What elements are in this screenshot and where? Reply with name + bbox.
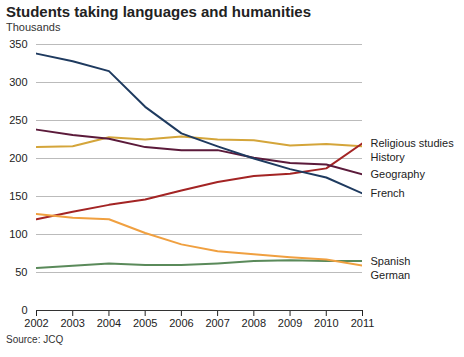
svg-text:History: History (371, 151, 406, 163)
svg-text:Spanish: Spanish (371, 255, 411, 267)
svg-text:150: 150 (9, 190, 27, 202)
svg-text:2011: 2011 (351, 317, 375, 329)
svg-text:2009: 2009 (278, 317, 302, 329)
svg-text:350: 350 (9, 38, 27, 50)
svg-text:2005: 2005 (133, 317, 157, 329)
svg-text:200: 200 (9, 152, 27, 164)
html-text:Thousands: Thousands (6, 21, 61, 33)
svg-text:100: 100 (9, 228, 27, 240)
svg-text:2006: 2006 (169, 317, 193, 329)
svg-text:300: 300 (9, 76, 27, 88)
svg-text:50: 50 (15, 266, 27, 278)
svg-text:French: French (371, 187, 405, 199)
svg-text:2010: 2010 (314, 317, 338, 329)
svg-text:Religious studies: Religious studies (371, 137, 455, 149)
svg-text:Geography: Geography (371, 168, 426, 180)
html-text:Source: JCQ: Source: JCQ (6, 334, 64, 345)
svg-text:2004: 2004 (97, 317, 121, 329)
svg-text:2002: 2002 (24, 317, 48, 329)
html-text:Students taking languages and: Students taking languages and humanities (6, 3, 311, 20)
svg-text:German: German (371, 269, 411, 281)
svg-text:0: 0 (21, 304, 27, 316)
svg-text:2008: 2008 (242, 317, 266, 329)
svg-text:2007: 2007 (205, 317, 229, 329)
svg-text:250: 250 (9, 114, 27, 126)
svg-text:2003: 2003 (60, 317, 84, 329)
